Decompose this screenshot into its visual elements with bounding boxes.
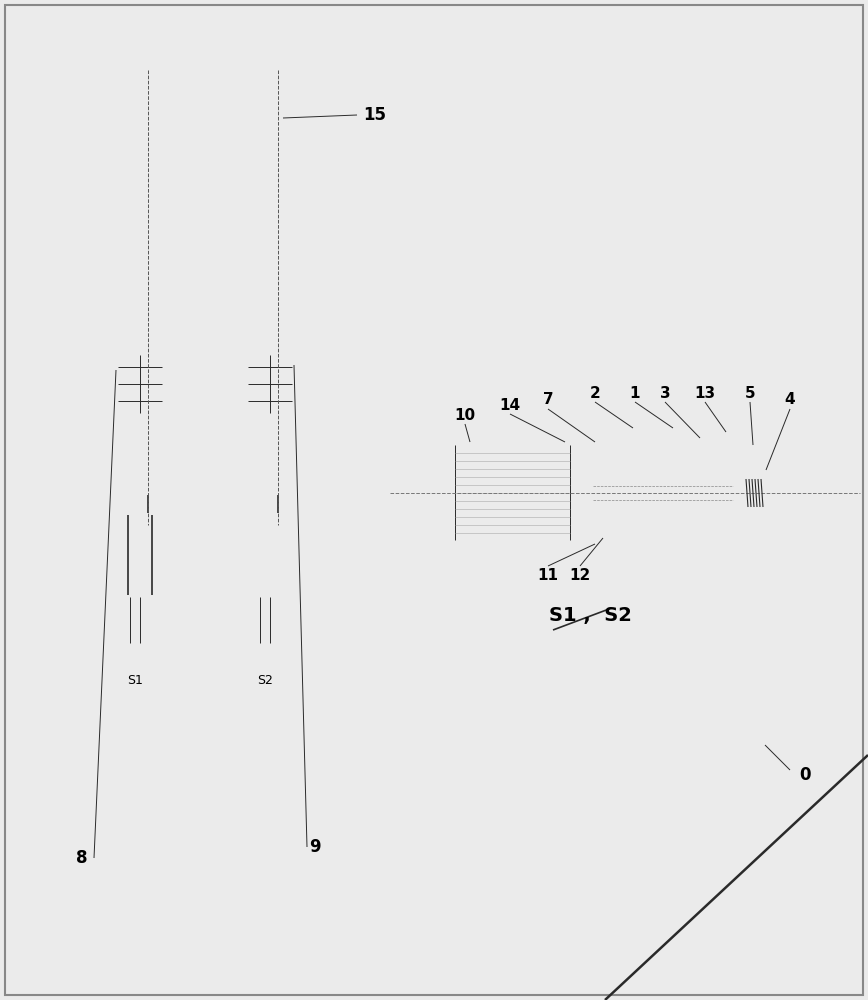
- Bar: [135, 415, 145, 422]
- Text: 3: 3: [660, 385, 670, 400]
- Bar: [240, 95, 316, 320]
- Bar: [260, 500, 280, 516]
- Bar: [295, 671, 305, 689]
- Bar: [132, 340, 148, 352]
- Circle shape: [131, 168, 165, 202]
- Circle shape: [594, 522, 604, 532]
- Circle shape: [367, 196, 379, 208]
- Bar: [591, 453, 607, 533]
- Bar: [395, 508, 410, 528]
- Text: 15: 15: [364, 106, 386, 124]
- Bar: [243, 320, 313, 495]
- Bar: [236, 77, 320, 95]
- Text: 7: 7: [542, 392, 553, 408]
- Bar: [659, 483, 671, 503]
- Bar: [256, 457, 300, 495]
- Circle shape: [120, 157, 176, 213]
- Text: S1 ,  S2: S1 , S2: [549, 605, 631, 624]
- Circle shape: [171, 81, 181, 91]
- Circle shape: [99, 708, 111, 720]
- Bar: [262, 340, 278, 352]
- Polygon shape: [254, 513, 286, 595]
- Circle shape: [228, 135, 328, 235]
- Bar: [165, 671, 175, 689]
- Text: 4: 4: [785, 392, 795, 408]
- Circle shape: [229, 708, 241, 720]
- Bar: [122, 345, 158, 352]
- Circle shape: [223, 638, 307, 722]
- Circle shape: [301, 81, 311, 91]
- Bar: [743, 476, 765, 510]
- Bar: [118, 350, 162, 418]
- Bar: [641, 483, 653, 503]
- Polygon shape: [396, 483, 408, 503]
- Circle shape: [358, 686, 372, 700]
- Bar: [408, 461, 440, 525]
- Bar: [113, 320, 183, 495]
- Circle shape: [145, 117, 151, 123]
- Bar: [252, 345, 288, 352]
- Text: 10: 10: [455, 408, 476, 422]
- Polygon shape: [260, 420, 280, 500]
- Circle shape: [269, 111, 287, 129]
- Circle shape: [93, 638, 177, 722]
- Text: 0: 0: [799, 766, 811, 784]
- Circle shape: [594, 454, 604, 464]
- Bar: [52, 95, 367, 320]
- Text: S1: S1: [127, 674, 143, 686]
- Circle shape: [108, 145, 188, 225]
- Text: 1: 1: [630, 385, 641, 400]
- Text: 2: 2: [589, 385, 601, 400]
- Circle shape: [140, 177, 156, 193]
- Bar: [718, 469, 743, 517]
- Circle shape: [98, 135, 198, 235]
- Text: 14: 14: [499, 397, 521, 412]
- Polygon shape: [124, 513, 156, 595]
- Circle shape: [270, 177, 286, 193]
- Circle shape: [139, 111, 157, 129]
- Polygon shape: [618, 425, 766, 561]
- Bar: [245, 671, 285, 690]
- Circle shape: [250, 157, 306, 213]
- Bar: [677, 483, 689, 503]
- Text: 11: 11: [537, 568, 558, 582]
- Bar: [593, 482, 733, 504]
- Bar: [62, 595, 362, 790]
- Text: 12: 12: [569, 568, 590, 582]
- Bar: [605, 483, 617, 503]
- Circle shape: [115, 81, 125, 91]
- Text: 5: 5: [745, 385, 755, 400]
- Circle shape: [245, 81, 255, 91]
- Text: 8: 8: [76, 849, 88, 867]
- Circle shape: [144, 513, 152, 521]
- Circle shape: [274, 513, 282, 521]
- Bar: [110, 95, 186, 320]
- Bar: [265, 415, 275, 422]
- Text: S2: S2: [257, 674, 273, 686]
- Bar: [440, 445, 585, 540]
- Text: 13: 13: [694, 385, 715, 400]
- Circle shape: [275, 117, 281, 123]
- Bar: [248, 350, 292, 418]
- Bar: [130, 500, 150, 516]
- Bar: [115, 671, 155, 690]
- Bar: [623, 483, 635, 503]
- Circle shape: [251, 666, 279, 694]
- Circle shape: [261, 168, 295, 202]
- Bar: [106, 77, 190, 95]
- Circle shape: [238, 145, 318, 225]
- Bar: [126, 457, 170, 495]
- Bar: [367, 185, 379, 220]
- Circle shape: [121, 666, 149, 694]
- Bar: [585, 445, 615, 541]
- Polygon shape: [130, 420, 150, 500]
- Text: 9: 9: [309, 838, 321, 856]
